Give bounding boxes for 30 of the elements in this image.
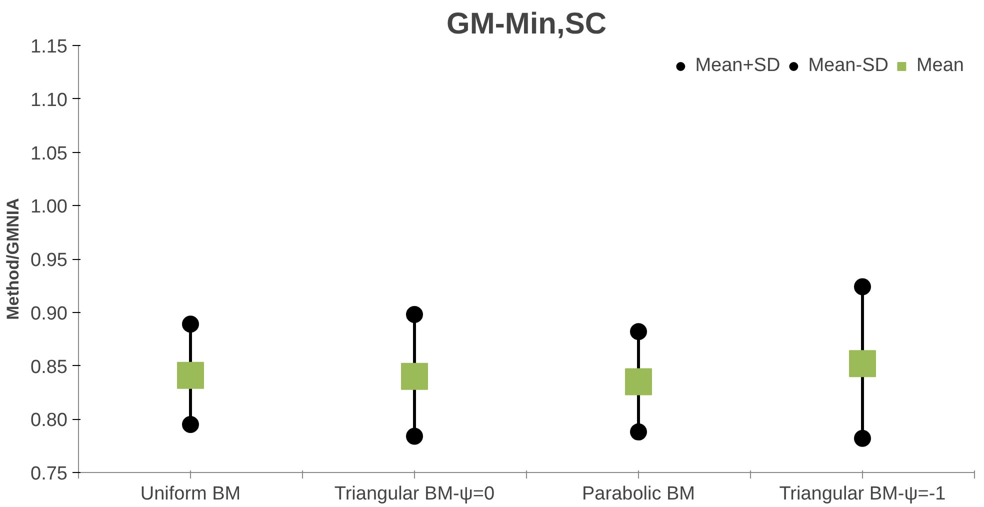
y-tick-label: 0.90	[30, 303, 68, 324]
chart-title: GM-Min,SC	[446, 8, 606, 40]
point	[625, 368, 652, 396]
point	[630, 423, 647, 440]
y-axis-title: Method/GMNIA	[4, 198, 23, 320]
point	[854, 430, 871, 447]
y-tick-label: 1.15	[30, 36, 68, 58]
y-tick-label: 0.80	[30, 410, 68, 432]
x-tick-label: Uniform BM	[140, 484, 241, 504]
point	[406, 306, 423, 323]
point	[849, 350, 876, 378]
y-tick-label: 1.10	[30, 90, 68, 111]
x-tick-label: Triangular BM-ψ=0	[334, 484, 495, 504]
point	[630, 323, 647, 340]
point	[182, 416, 199, 433]
y-tick-label: 1.00	[30, 196, 68, 218]
x-tick-label: Parabolic BM	[582, 484, 696, 504]
y-tick-label: 0.85	[30, 356, 68, 378]
legend-label: Mean+SD	[695, 55, 780, 77]
point	[182, 316, 199, 333]
point	[401, 362, 428, 390]
y-tick-label: 0.95	[30, 250, 68, 271]
point	[406, 428, 423, 445]
point	[177, 362, 204, 389]
legend-label: Mean	[916, 55, 964, 77]
y-tick-label: 0.75	[30, 464, 68, 484]
x-tick-label: Triangular BM-ψ=-1	[779, 484, 946, 504]
y-tick-label: 1.05	[30, 143, 68, 164]
legend-label: Mean-SD	[808, 55, 888, 77]
point	[854, 278, 871, 296]
